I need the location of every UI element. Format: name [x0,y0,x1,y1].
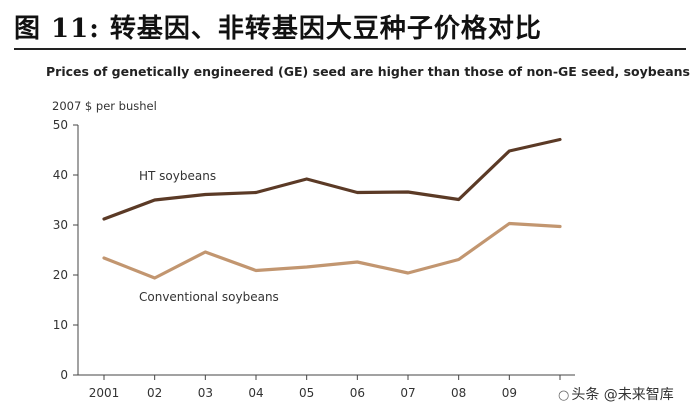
y-tick-label: 40 [53,168,68,182]
wechat-icon: ○ [558,388,570,403]
x-tick-label: 09 [502,386,517,400]
x-tick-label: 08 [451,386,466,400]
series-label-ht: HT soybeans [139,169,216,183]
x-tick-label: 2001 [89,386,120,400]
watermark: ○ 头条 @未来智库 [558,384,674,404]
series-label-conventional: Conventional soybeans [139,290,279,304]
series-line-2 [102,221,562,280]
figure-title: 图 11: 转基因、非转基因大豆种子价格对比 [14,14,542,44]
series-line-1 [102,137,562,221]
y-tick-label: 30 [53,218,68,232]
x-tick-label: 04 [248,386,263,400]
chart-title: Prices of genetically engineered (GE) se… [46,64,690,79]
watermark-text: 头条 @未来智库 [571,387,674,403]
x-tick-label: 07 [400,386,415,400]
x-tick-label: 03 [198,386,213,400]
x-tick-label: 02 [147,386,162,400]
x-tick-label: 06 [350,386,365,400]
y-tick-label: 10 [53,318,68,332]
y-axis-label: 2007 $ per bushel [52,99,157,113]
y-tick-label: 0 [60,368,68,382]
title-divider [14,48,686,50]
y-tick-label: 50 [53,118,68,132]
x-tick-label: 05 [299,386,314,400]
y-tick-label: 20 [53,268,68,282]
